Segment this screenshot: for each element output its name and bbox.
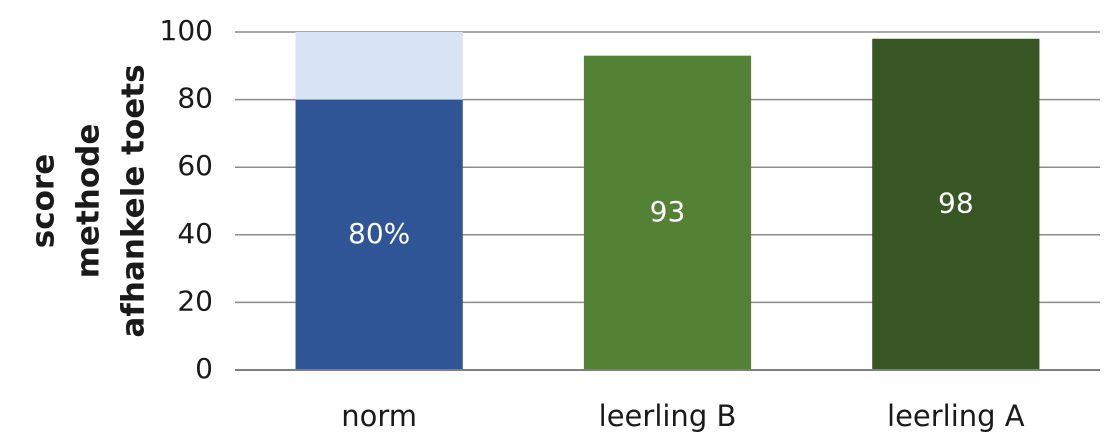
data-label: 80% bbox=[348, 217, 410, 250]
y-axis-label: afhankele toets bbox=[116, 64, 152, 337]
bar bbox=[583, 55, 752, 370]
data-label: 98 bbox=[938, 186, 974, 219]
bar bbox=[295, 32, 463, 100]
y-tick-label: 60 bbox=[177, 149, 213, 182]
x-tick-label: leerling A bbox=[887, 399, 1025, 433]
y-axis-label: score bbox=[26, 154, 62, 248]
y-axis-label: methode bbox=[71, 124, 107, 279]
bar bbox=[872, 38, 1040, 370]
y-tick-label: 0 bbox=[195, 352, 213, 385]
y-tick-label: 80 bbox=[177, 82, 213, 115]
x-tick-label: norm bbox=[341, 399, 417, 433]
data-label: 93 bbox=[650, 195, 686, 228]
y-tick-label: 100 bbox=[160, 14, 213, 47]
y-tick-label: 40 bbox=[177, 217, 213, 250]
y-tick-label: 20 bbox=[177, 284, 213, 317]
x-tick-label: leerling B bbox=[599, 399, 737, 433]
bar bbox=[295, 99, 463, 370]
